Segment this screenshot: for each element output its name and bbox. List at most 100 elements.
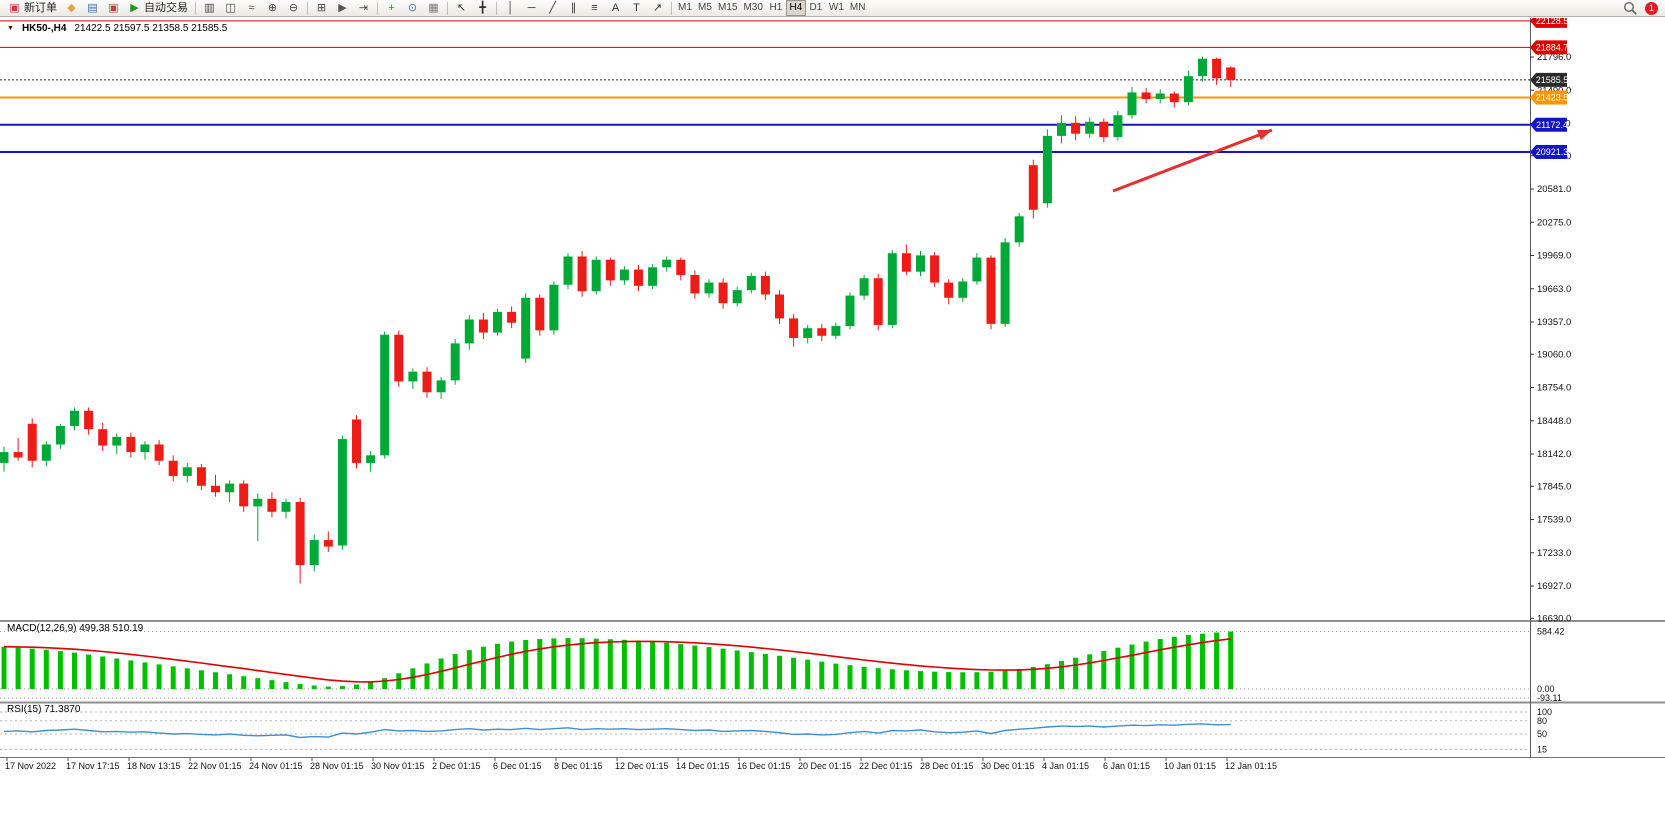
timeframe-m30-button[interactable]: M30 — [740, 0, 765, 16]
timeframe-m15-button[interactable]: M15 — [715, 0, 740, 16]
alerts-button[interactable]: ◆ — [61, 0, 82, 16]
timeframe-mn-button[interactable]: MN — [847, 0, 869, 16]
time-axis-label: 4 Jan 01:15 — [1042, 761, 1089, 771]
symbol-marker-icon: ▼ — [7, 25, 14, 32]
templates-button[interactable]: ▦ — [423, 0, 444, 16]
zoom-in-button[interactable]: ⊕ — [262, 0, 283, 16]
macd-axis-label: -93.11 — [1537, 693, 1562, 703]
price-axis-label: 20581.0 — [1537, 184, 1571, 195]
price-axis-label: 18754.0 — [1537, 383, 1571, 394]
notification-badge[interactable]: 1 — [1645, 1, 1658, 15]
time-axis-label: 16 Dec 01:15 — [737, 761, 791, 771]
templates-icon: ▦ — [428, 2, 439, 14]
rsi-axis-label: 15 — [1537, 744, 1547, 754]
price-axis-label: 21796.0 — [1537, 52, 1571, 63]
price-badge — [1530, 90, 1567, 105]
text-label-icon: T — [633, 2, 640, 14]
chart-header: ▼ HK50-,H4 21422.5 21597.5 21358.5 21585… — [7, 23, 227, 34]
text-label-button[interactable]: T — [626, 0, 647, 16]
price-badge — [1530, 18, 1567, 28]
arrow-tools-icon: ↗ — [652, 2, 663, 14]
time-axis-label: 2 Dec 01:15 — [432, 761, 481, 771]
price-axis-label: 19969.0 — [1537, 251, 1571, 262]
price-badge-label: 21884.7 — [1536, 42, 1569, 52]
time-axis-label: 12 Jan 01:15 — [1225, 761, 1277, 771]
price-axis-label: 17539.0 — [1537, 515, 1571, 526]
tile-windows-button[interactable]: ⊞ — [311, 0, 332, 16]
time-axis-label: 30 Nov 01:15 — [371, 761, 425, 771]
bar-chart-type-button[interactable]: ▥ — [199, 0, 220, 16]
timeframe-d1-button[interactable]: D1 — [806, 0, 826, 16]
toolbar-group-a: ◆ ▤ ▣ — [61, 0, 124, 16]
chart-ohlc: 21422.5 21597.5 21358.5 21585.5 — [74, 23, 228, 34]
chart-canvas[interactable]: 21796.021490.021184.020887.020581.020275… — [0, 18, 1665, 775]
candlestick-type-button[interactable]: ◫ — [220, 0, 241, 16]
timeframe-m5-button[interactable]: M5 — [695, 0, 715, 16]
terminal-button[interactable]: ▣ — [103, 0, 124, 16]
price-axis-label: 17845.0 — [1537, 481, 1571, 492]
crosshair-button[interactable]: ╋ — [472, 0, 493, 16]
top-toolbar: ▣ 新订单 ◆ ▤ ▣ ▶ 自动交易 ▥ ◫ ≈ ⊕ ⊖ ⊞ ▶ ⇥ + ⊙ ▦ ↖ ╋ │ ─ ╱ ∥ ≡ A T ↗ M… — [0, 0, 1665, 17]
time-axis-label: 17 Nov 17:15 — [66, 761, 120, 771]
new-order-button[interactable]: ▣ 新订单 — [4, 0, 61, 16]
search-icon[interactable] — [1623, 1, 1638, 16]
auto-scroll-button[interactable]: ▶ — [332, 0, 353, 16]
trendline-button[interactable]: ╱ — [542, 0, 563, 16]
fibonacci-button[interactable]: ≡ — [584, 0, 605, 16]
price-axis-label: 18448.0 — [1537, 416, 1571, 427]
price-axis-label: 18142.0 — [1537, 449, 1571, 460]
timeframe-w1-button[interactable]: W1 — [826, 0, 847, 16]
timeframe-m1-button[interactable]: M1 — [675, 0, 695, 16]
autotrading-button[interactable]: ▶ 自动交易 — [124, 0, 192, 16]
periods-icon: ⊙ — [407, 2, 418, 14]
indicators-button[interactable]: + — [381, 0, 402, 16]
tile-windows-icon: ⊞ — [316, 2, 327, 14]
line-chart-type-icon: ≈ — [248, 2, 255, 14]
channel-button[interactable]: ∥ — [563, 0, 584, 16]
macd-signal-line — [3, 638, 1231, 683]
panel-dividers — [0, 18, 1665, 758]
price-axis-label: 16927.0 — [1537, 581, 1571, 592]
market-watch-button[interactable]: ▤ — [82, 0, 103, 16]
timeframe-h1-button[interactable]: H1 — [766, 0, 786, 16]
zoom-out-button[interactable]: ⊖ — [283, 0, 304, 16]
macd-indicator-title: MACD(12,26,9) 499.38 510.19 — [7, 623, 144, 634]
time-axis-label: 6 Dec 01:15 — [493, 761, 542, 771]
price-badge-label: 22128.5 — [1536, 18, 1569, 26]
rsi-line — [3, 723, 1231, 739]
price-badge — [1530, 40, 1567, 55]
cursor-button[interactable]: ↖ — [451, 0, 472, 16]
autotrading-label: 自动交易 — [144, 2, 188, 14]
time-axis-label: 6 Jan 01:15 — [1103, 761, 1150, 771]
rsi-axis-label: 100 — [1537, 707, 1552, 717]
price-badge — [1530, 145, 1567, 160]
macd-histogram — [1, 631, 1234, 689]
zoom-in-icon: ⊕ — [267, 2, 278, 14]
periods-button[interactable]: ⊙ — [402, 0, 423, 16]
time-axis-label: 28 Nov 01:15 — [310, 761, 364, 771]
price-badge-label: 21585.5 — [1536, 75, 1569, 85]
time-axis-label: 14 Dec 01:15 — [676, 761, 730, 771]
toolbar-separator — [195, 1, 196, 15]
price-axis-label: 19663.0 — [1537, 284, 1571, 295]
timeframe-group: M1 M5 M15 M30 H1 H4 D1 W1 MN — [675, 0, 868, 16]
timeframe-h4-button[interactable]: H4 — [785, 0, 806, 16]
arrow-annotation[interactable] — [1112, 128, 1273, 193]
arrow-tools-button[interactable]: ↗ — [647, 0, 668, 16]
text-button[interactable]: A — [605, 0, 626, 16]
macd-axis-label: 0.00 — [1537, 684, 1555, 694]
vertical-line-button[interactable]: │ — [500, 0, 521, 16]
toolbar-separator — [377, 1, 378, 15]
toolbar-group-tools: ▥ ◫ ≈ ⊕ ⊖ ⊞ ▶ ⇥ + ⊙ ▦ ↖ ╋ │ ─ ╱ ∥ ≡ A T ↗ — [199, 0, 668, 16]
chart-shift-button[interactable]: ⇥ — [353, 0, 374, 16]
time-axis-label: 30 Dec 01:15 — [981, 761, 1035, 771]
price-axis-label: 17233.0 — [1537, 548, 1571, 559]
channel-icon: ∥ — [570, 2, 577, 14]
trendline-icon: ╱ — [549, 2, 556, 14]
autotrading-icon: ▶ — [130, 2, 139, 14]
line-chart-type-button[interactable]: ≈ — [241, 0, 262, 16]
market-watch-icon: ▤ — [87, 2, 98, 14]
horizontal-line-button[interactable]: ─ — [521, 0, 542, 16]
price-axis-label: 16630.0 — [1537, 613, 1571, 624]
